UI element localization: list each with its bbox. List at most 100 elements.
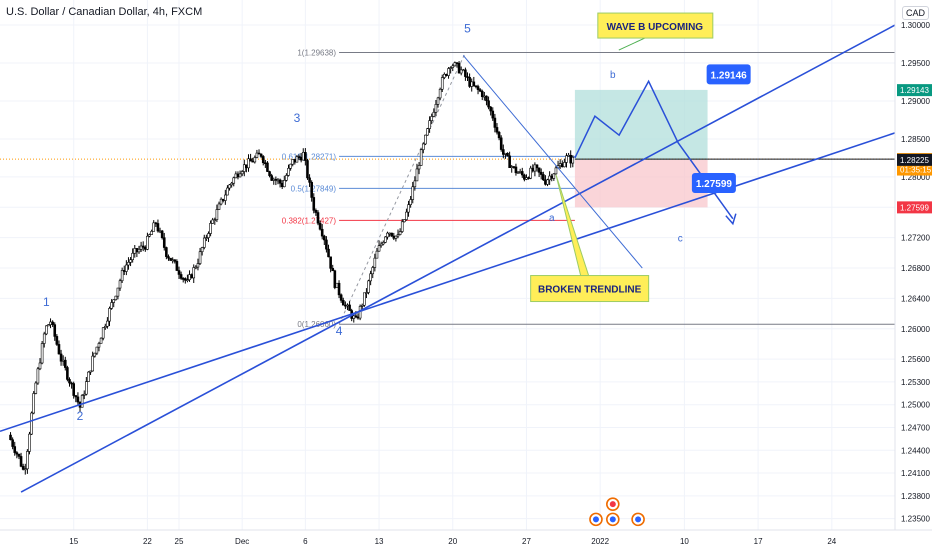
candle-body — [114, 295, 118, 300]
candle-body — [415, 168, 419, 182]
candle-body — [162, 237, 166, 248]
fib-level-label: 1(1.29638) — [297, 49, 336, 58]
price-tick-label: 1.23800 — [901, 492, 930, 501]
candle-body — [523, 174, 526, 180]
candle-body — [331, 268, 335, 272]
position-box[interactable] — [0, 89, 895, 208]
candle-body — [339, 294, 343, 301]
candle-body — [11, 439, 14, 447]
currency-label[interactable]: CAD — [902, 6, 930, 20]
candle-body — [354, 315, 358, 318]
candle-body — [426, 128, 429, 136]
candle-body — [103, 325, 107, 328]
price-tick-label: 1.24400 — [901, 446, 930, 455]
candle-body — [165, 247, 168, 257]
price-tick-label: 1.28500 — [901, 135, 930, 144]
candle-body — [42, 333, 46, 344]
fibonacci-retracement[interactable]: 1(1.29638) 0.618(1.28271) 0.5(1.27849) 0.38… — [282, 49, 895, 330]
candle-body — [259, 153, 263, 157]
candle-body — [167, 256, 170, 259]
candle-body — [325, 239, 328, 250]
candle-body — [381, 242, 385, 245]
candle-body — [333, 270, 337, 288]
candle-body — [188, 274, 191, 280]
candle-body — [53, 324, 57, 337]
candle-body — [504, 152, 507, 155]
chart-title: U.S. Dollar / Canadian Dollar, 4h, FXCM — [6, 6, 203, 18]
price-axis-tag-text: 1.29143 — [900, 86, 929, 95]
candle-body — [413, 180, 417, 188]
candle-body — [421, 143, 425, 151]
time-tick-label: 10 — [680, 537, 689, 546]
candle-body — [525, 177, 528, 180]
candle-body — [148, 234, 151, 237]
candle-body — [445, 73, 448, 76]
trendlines[interactable] — [0, 24, 896, 493]
fib-level-label: 0(1.26060) — [297, 320, 336, 329]
candle-body — [36, 368, 40, 384]
candle-body — [221, 198, 225, 201]
candle-body — [419, 149, 423, 166]
candle-body — [459, 69, 463, 74]
candle-body — [34, 382, 38, 394]
event-flag-dot-icon — [592, 516, 599, 523]
candle-body — [285, 175, 288, 181]
candle-body — [495, 127, 499, 133]
candle-body — [87, 371, 90, 382]
candle-body — [497, 131, 501, 139]
event-icons[interactable] — [589, 497, 645, 527]
candle-body — [314, 209, 318, 213]
candle-body — [158, 230, 162, 233]
candle-body — [533, 164, 537, 172]
candle-body — [344, 304, 347, 307]
candle-body — [548, 175, 551, 181]
time-tick-label: 6 — [303, 537, 308, 546]
time-tick-label: 25 — [175, 537, 184, 546]
candle-body — [373, 257, 377, 268]
candle-body — [438, 88, 442, 99]
candle-body — [384, 236, 387, 243]
candle-body — [89, 370, 92, 373]
time-tick-label: 13 — [375, 537, 384, 546]
candle-body — [152, 222, 156, 232]
candle-body — [289, 163, 292, 169]
candle-body — [323, 235, 326, 241]
candle-body — [312, 197, 316, 211]
time-tick-label: 20 — [448, 537, 457, 546]
candle-body — [455, 62, 459, 64]
time-axis[interactable]: 15 22 25 Dec 6 13 20 27 2022 10 17 24 — [0, 529, 932, 546]
trendline — [462, 55, 643, 269]
candle-body — [32, 393, 35, 414]
candle-body — [356, 316, 360, 319]
candle-body — [133, 248, 137, 254]
wave-label: 2 — [77, 409, 84, 423]
candle-body — [76, 396, 80, 403]
candle-body — [268, 171, 271, 176]
candle-body — [449, 67, 452, 69]
projection-path[interactable] — [574, 79, 737, 226]
candle-body — [19, 456, 23, 467]
candle-body — [398, 231, 402, 235]
candle-body — [238, 173, 242, 178]
price-tick-label: 1.29500 — [901, 59, 930, 68]
candle-body — [116, 287, 120, 297]
candle-body — [316, 212, 320, 224]
price-axis[interactable]: 1.300001.295001.290001.285001.280001.276… — [894, 0, 932, 530]
price-axis-tag-text: 01:35:15 — [900, 166, 932, 175]
candle-body — [476, 86, 480, 90]
candle-body — [255, 152, 259, 158]
candle-body — [150, 231, 153, 235]
candle-body — [57, 344, 61, 355]
candle-body — [407, 204, 410, 213]
price-tick-label: 1.28000 — [901, 173, 930, 182]
candle-body — [518, 171, 522, 173]
candle-body — [211, 219, 214, 224]
candle-body — [539, 171, 543, 175]
candle-body — [240, 171, 244, 175]
callouts[interactable]: WAVE B UPCOMING BROKEN TRENDLINE — [530, 12, 714, 303]
candle-body — [106, 320, 109, 327]
candle-body — [13, 446, 17, 453]
candle-body — [352, 315, 356, 319]
candle-body — [135, 248, 139, 253]
